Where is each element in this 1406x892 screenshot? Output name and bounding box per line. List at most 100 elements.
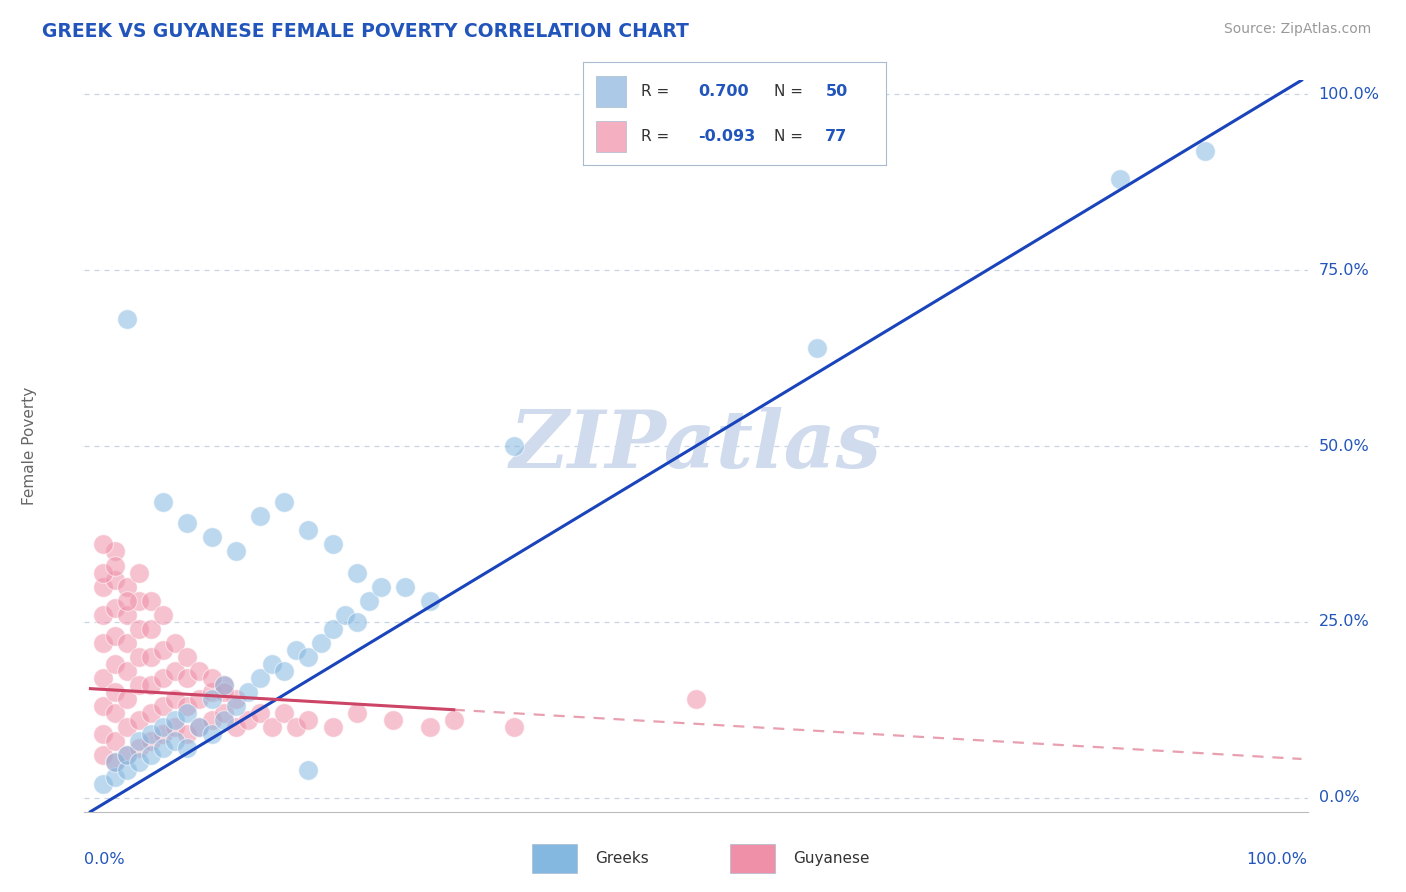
Point [200,714,222,728]
Text: Female Poverty: Female Poverty [22,387,37,505]
Point [297,524,319,538]
Point [91,607,114,622]
Point [128,734,150,748]
Point [225,544,247,558]
Point [285,643,308,657]
Point [188,720,211,734]
Point [322,537,344,551]
Text: Guyanese: Guyanese [793,851,869,866]
Point [176,671,198,685]
Point [165,734,187,748]
Point [91,671,114,685]
Point [139,650,162,665]
Text: 100.0%: 100.0% [1319,87,1379,102]
Point [212,714,235,728]
Point [225,699,247,714]
Point [115,692,138,706]
Point [152,727,174,741]
Point [115,664,138,678]
Point [152,671,174,685]
Point [115,763,138,777]
Point [139,678,162,692]
Point [139,748,162,763]
Text: R =: R = [641,84,673,99]
Text: 50.0%: 50.0% [1319,439,1369,453]
Text: 50: 50 [825,84,848,99]
Point [139,727,162,741]
Point [212,678,235,692]
Point [1108,171,1130,186]
Point [165,664,187,678]
Point [152,495,174,509]
Text: 25.0%: 25.0% [1319,615,1369,630]
Point [139,593,162,607]
Point [273,664,295,678]
Point [273,706,295,721]
Point [152,607,174,622]
Point [165,692,187,706]
Point [176,727,198,741]
Point [128,622,150,636]
Point [104,629,127,643]
Point [249,509,271,524]
Point [200,692,222,706]
Point [165,720,187,734]
Point [104,657,127,671]
Point [225,692,247,706]
Point [91,748,114,763]
Point [128,741,150,756]
FancyBboxPatch shape [596,121,626,152]
Point [91,636,114,650]
Point [165,714,187,728]
Point [394,580,416,594]
Point [128,714,150,728]
Point [128,678,150,692]
Point [188,664,211,678]
Point [115,720,138,734]
FancyBboxPatch shape [596,76,626,106]
Point [176,706,198,721]
Point [249,671,271,685]
Point [297,714,319,728]
Point [115,312,138,326]
Point [418,593,440,607]
Point [115,580,138,594]
Text: 75.0%: 75.0% [1319,262,1369,277]
Point [200,685,222,699]
Point [200,530,222,544]
Point [418,720,440,734]
Point [370,580,392,594]
Point [685,692,707,706]
Point [236,685,259,699]
Point [165,636,187,650]
Point [382,714,405,728]
Point [333,607,356,622]
Point [139,706,162,721]
FancyBboxPatch shape [730,844,775,873]
Point [152,720,174,734]
Point [200,671,222,685]
Point [806,341,828,355]
Point [91,727,114,741]
Point [503,439,526,453]
Point [188,692,211,706]
Point [249,706,271,721]
Point [128,650,150,665]
Point [152,741,174,756]
Point [176,516,198,531]
Text: 0.0%: 0.0% [1319,790,1360,805]
Point [262,720,284,734]
Point [115,607,138,622]
Point [346,566,368,580]
Point [115,593,138,607]
Text: 77: 77 [825,128,848,144]
Point [200,727,222,741]
Point [91,699,114,714]
Point [104,756,127,770]
Point [297,763,319,777]
Text: N =: N = [773,84,808,99]
Point [104,770,127,784]
Point [322,622,344,636]
Point [115,748,138,763]
Text: GREEK VS GUYANESE FEMALE POVERTY CORRELATION CHART: GREEK VS GUYANESE FEMALE POVERTY CORRELA… [42,22,689,41]
